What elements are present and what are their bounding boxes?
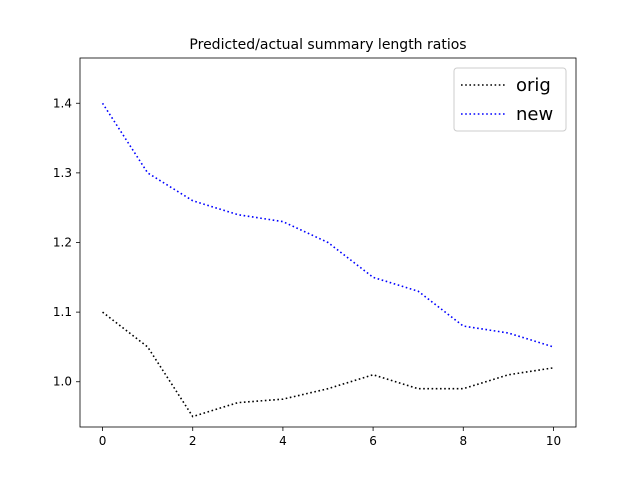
legend: orig new: [453, 67, 567, 132]
y-tick-label: 1.3: [53, 166, 72, 180]
axes-frame: [79, 57, 577, 428]
x-tick-label: 10: [546, 434, 561, 448]
legend-label-orig: orig: [516, 75, 551, 96]
x-tick-label: 4: [279, 434, 287, 448]
y-tick-label: 1.2: [53, 236, 72, 250]
x-tick-label: 2: [189, 434, 197, 448]
y-tick-label: 1.4: [53, 96, 72, 110]
x-tick-label: 8: [459, 434, 467, 448]
y-tick-label: 1.1: [53, 305, 72, 319]
series-lines: [101, 102, 554, 418]
x-tick-label: 0: [99, 434, 107, 448]
axes: 0 2 4 6 8 10 1.0 1.1 1.2 1.3 1.4: [53, 57, 577, 448]
legend-box: [453, 67, 567, 132]
x-tick-label: 6: [369, 434, 377, 448]
series-line-new: [101, 102, 554, 348]
series-line-orig: [102, 311, 554, 418]
y-tick-label: 1.0: [53, 375, 72, 389]
legend-label-new: new: [516, 104, 553, 125]
chart-title: Predicted/actual summary length ratios: [189, 37, 466, 53]
